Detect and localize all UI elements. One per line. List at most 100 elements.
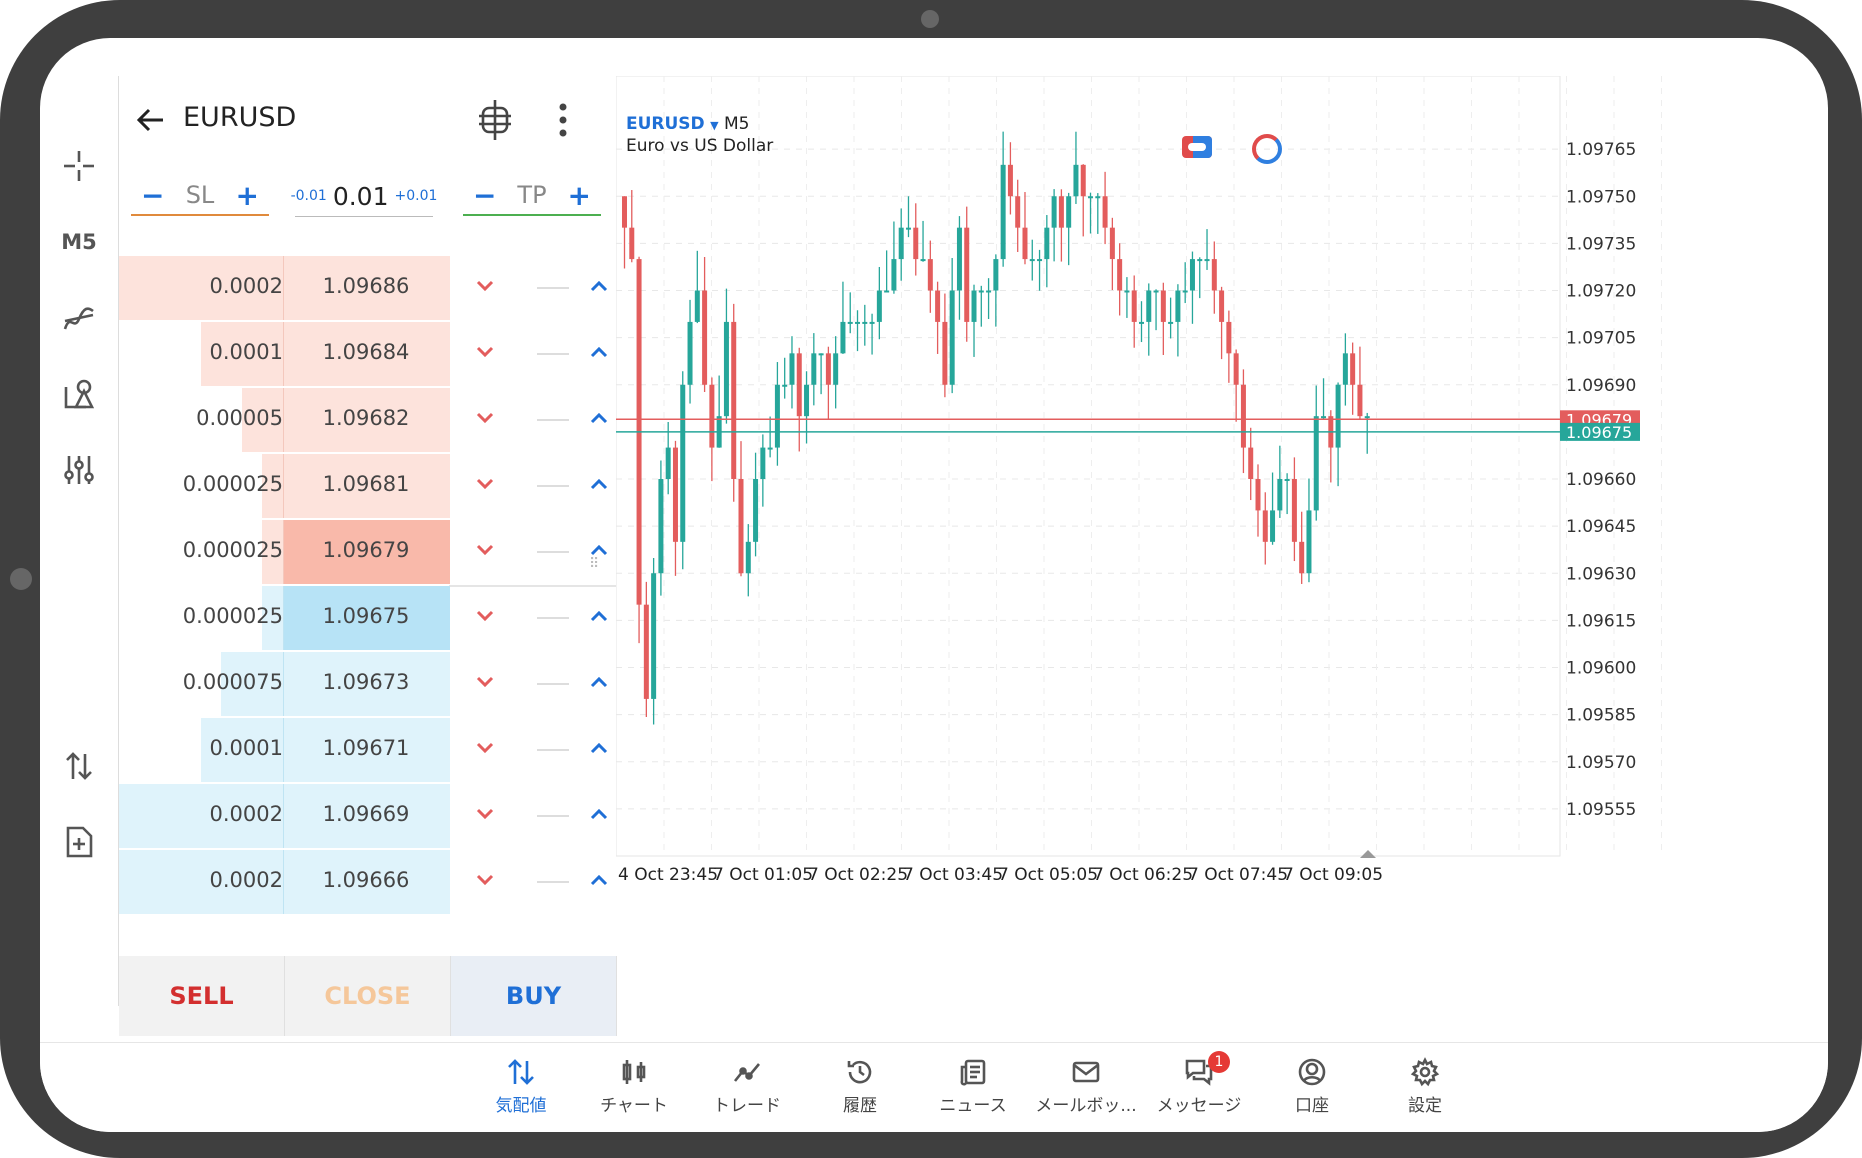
buy-limit-chevron-icon[interactable] [589,738,609,762]
chart-symbol-description: Euro vs US Dollar [626,136,774,156]
candle-body [1299,541,1305,574]
symbol-title: EURUSD [183,102,297,133]
depth-row[interactable]: 0.0002 1.09669 [119,784,617,848]
volume-value[interactable]: 0.01 [332,181,389,211]
candle-body [898,227,904,260]
crosshair-icon[interactable] [50,144,108,188]
timeframe-button[interactable]: M5 [50,220,108,264]
candle-body [1044,227,1050,260]
depth-volume: 0.0002 [209,802,283,826]
buy-limit-chevron-icon[interactable] [589,540,609,564]
candle-body [949,290,955,385]
buy-limit-chevron-icon[interactable] [589,408,609,432]
candle-body [1080,164,1086,197]
settings-sliders-icon[interactable] [50,448,108,492]
tp-minus-button[interactable]: − [473,178,497,212]
new-order-icon[interactable] [50,820,108,864]
sell-limit-chevron-icon[interactable] [475,606,495,630]
candle-body [1189,259,1195,291]
buy-limit-chevron-icon[interactable] [589,342,609,366]
candle-body [1357,384,1363,417]
buy-limit-chevron-icon[interactable] [589,474,609,498]
tp-field[interactable]: − TP + [463,176,601,216]
sell-limit-chevron-icon[interactable] [475,276,495,300]
sell-limit-chevron-icon[interactable] [475,804,495,828]
trading-signals-icon[interactable] [1252,134,1282,164]
nav-item-account[interactable]: 口座 [1257,1057,1367,1116]
buy-limit-chevron-icon[interactable] [589,804,609,828]
resize-handle-icon[interactable]: ⠿ [589,556,600,572]
one-click-icon[interactable] [475,98,515,146]
depth-row[interactable]: 0.0001 1.09671 [119,718,617,782]
sl-minus-button[interactable]: − [141,178,165,212]
camera [921,10,939,28]
price-chart[interactable]: 1.09765 1.09750 1.09735 1.09720 1.09705 1.096… [615,75,1776,1016]
candle-body [1138,321,1144,324]
buy-limit-chevron-icon[interactable] [589,672,609,696]
nav-item-history[interactable]: 履歴 [805,1057,915,1116]
nav-item-quotes[interactable]: 気配値 [466,1057,576,1116]
candle-body [643,604,649,699]
sell-limit-chevron-icon[interactable] [475,738,495,762]
nav-item-news[interactable]: ニュース [918,1057,1028,1116]
sell-limit-chevron-icon[interactable] [475,540,495,564]
volume-plus-button[interactable]: +0.01 [394,188,438,204]
buy-limit-chevron-icon[interactable] [589,606,609,630]
candle-body [1168,321,1174,324]
depth-row[interactable]: 0.000075 1.09673 [119,652,617,716]
volume-field[interactable]: -0.01 0.01 +0.01 [291,176,437,217]
panel-header: EURUSD [119,76,617,166]
indicators-icon[interactable] [50,296,108,340]
sell-button[interactable]: SELL [119,956,285,1036]
y-tick-label: 1.09555 [1566,800,1636,820]
volume-minus-button[interactable]: -0.01 [290,188,327,204]
candle-body [1051,196,1057,228]
nav-item-mail[interactable]: メールボッ... [1031,1057,1141,1116]
price-cell [283,652,450,716]
objects-icon[interactable] [50,372,108,416]
depth-row[interactable]: 0.00005 1.09682 [119,388,617,452]
sl-plus-button[interactable]: + [235,178,259,212]
depth-row[interactable]: 0.000025 1.09681 [119,454,617,518]
candle-body [1153,290,1159,293]
candle-body [1058,196,1064,228]
nav-item-settings[interactable]: 設定 [1370,1057,1480,1116]
switch-icon[interactable] [50,744,108,788]
one-click-trading-icon[interactable] [1182,136,1212,158]
sell-limit-chevron-icon[interactable] [475,672,495,696]
buy-limit-chevron-icon[interactable] [589,870,609,894]
sell-limit-chevron-icon[interactable] [475,870,495,894]
candle-body [1277,479,1283,511]
candle-body [1022,227,1028,260]
depth-row[interactable]: 0.0002 1.09666 [119,850,617,914]
close-button[interactable]: CLOSE [285,956,451,1036]
sell-limit-chevron-icon[interactable] [475,474,495,498]
candle-body [840,321,846,354]
nav-item-chart[interactable]: チャート [579,1057,689,1116]
symbol-dropdown-icon[interactable]: ▼ [710,119,719,132]
depth-row[interactable]: 0.000025 1.09675 [119,586,617,650]
depth-row[interactable]: 0.0002 1.09686 [119,256,617,320]
nav-item-messages[interactable]: メッセージ 1 [1144,1051,1254,1116]
left-toolbar: M5 [40,74,118,1040]
tp-plus-button[interactable]: + [567,178,591,212]
buy-limit-chevron-icon[interactable] [589,276,609,300]
sl-field[interactable]: − SL + [131,176,269,216]
chart-symbol-name[interactable]: EURUSD [626,114,705,134]
divider [537,287,569,289]
back-arrow-icon[interactable] [135,104,167,140]
more-menu-icon[interactable] [557,102,569,142]
sell-limit-chevron-icon[interactable] [475,408,495,432]
nav-item-trade[interactable]: トレード [692,1057,802,1116]
sell-limit-chevron-icon[interactable] [475,342,495,366]
price-cell [283,718,450,782]
trade-icon [692,1057,802,1087]
candle-body [825,353,831,385]
depth-row[interactable]: 0.000025 1.09679 [119,520,617,587]
y-tick-label: 1.09750 [1566,187,1636,207]
candle-body [818,353,824,356]
volume-bar [262,520,283,584]
price-cell [283,256,450,320]
buy-button[interactable]: BUY [451,956,617,1036]
depth-row[interactable]: 0.0001 1.09684 [119,322,617,386]
